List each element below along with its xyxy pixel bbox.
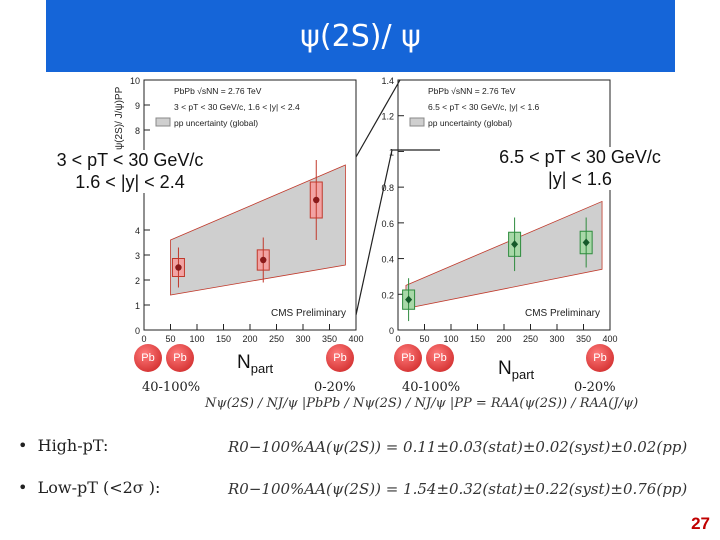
cms-preliminary-label: CMS Preliminary — [525, 308, 600, 319]
pb-nucleus-icon: Pb — [166, 344, 194, 372]
data-point — [313, 196, 320, 204]
data-point — [511, 240, 519, 249]
right-kinematic-label: 6.5 < pT < 30 GeV/c |y| < 1.6 — [470, 147, 690, 191]
x-tick-label: 350 — [576, 334, 591, 344]
y-tick-label: 0.8 — [381, 183, 394, 193]
legend-entry: PbPb √sNN = 2.76 TeV — [174, 86, 262, 96]
x-tick-label: 100 — [443, 334, 458, 344]
x-tick-label: 100 — [189, 334, 204, 344]
left-centrality-central: 0-20% — [314, 380, 356, 395]
npart-label-left: Npart — [237, 352, 274, 376]
x-tick-label: 250 — [523, 334, 538, 344]
legend-entry: 6.5 < pT < 30 GeV/c, |y| < 1.6 — [428, 102, 540, 112]
legend-entry: PbPb √sNN = 2.76 TeV — [428, 86, 516, 96]
legend-swatch — [409, 117, 425, 127]
cms-preliminary-label: CMS Preliminary — [271, 308, 346, 319]
right-centrality-central: 0-20% — [574, 380, 616, 395]
x-tick-label: 150 — [216, 334, 231, 344]
legend-entry: pp uncertainty (global) — [174, 118, 258, 128]
x-tick-label: 50 — [419, 334, 429, 344]
result-high-pt: R0−100%AA(ψ(2S)) = 0.11±0.03(stat)±0.02(… — [228, 438, 688, 456]
slide-title: ψ(2S)/ ψ — [46, 0, 675, 72]
x-tick-label: 200 — [242, 334, 257, 344]
data-point — [175, 264, 182, 271]
pb-nucleus-icon: Pb — [394, 344, 422, 372]
y-tick-label: 0 — [135, 326, 140, 336]
x-tick-label: 400 — [348, 334, 363, 344]
x-tick-label: 300 — [295, 334, 310, 344]
y-tick-label: 0 — [389, 326, 394, 336]
y-tick-label: 1 — [135, 301, 140, 311]
x-tick-label: 350 — [322, 334, 337, 344]
left-y-axis-label: (ψ(2S)/ J/ψ)PP — [114, 86, 125, 153]
pb-nucleus-icon: Pb — [426, 344, 454, 372]
y-tick-label: 3 — [135, 251, 140, 261]
connector-line-top — [355, 79, 401, 158]
data-point — [405, 295, 413, 304]
y-tick-label: 2 — [135, 276, 140, 286]
data-point — [582, 238, 590, 247]
pp-uncertainty-band — [170, 164, 346, 296]
y-tick-label: 8 — [135, 126, 140, 136]
x-tick-label: 150 — [470, 334, 485, 344]
left-kinematic-line1: 3 < pT < 30 GeV/c — [56, 150, 204, 170]
npart-label-right: Npart — [498, 358, 535, 382]
y-tick-label: 9 — [135, 101, 140, 111]
bullet-low-pt: • Low-pT (<2σ ): — [18, 478, 161, 497]
y-tick-label: 4 — [135, 226, 140, 236]
left-kinematic-label: 3 < pT < 30 GeV/c 1.6 < |y| < 2.4 — [30, 150, 230, 194]
y-tick-label: 0.6 — [381, 219, 394, 229]
x-tick-label: 250 — [269, 334, 284, 344]
x-tick-label: 300 — [549, 334, 564, 344]
right-plot: 00.20.40.60.811.21.405010015020025030035… — [381, 76, 617, 344]
data-point — [260, 256, 267, 264]
legend-entry: pp uncertainty (global) — [428, 118, 512, 128]
right-centrality-peripheral: 40-100% — [402, 380, 461, 395]
x-tick-label: 0 — [141, 334, 146, 344]
bullet-high-pt: • High-pT: — [18, 436, 109, 455]
y-tick-label: 10 — [130, 76, 140, 86]
right-kinematic-line1: 6.5 < pT < 30 GeV/c — [499, 147, 661, 167]
ratio-formula: Nψ(2S) / NJ/ψ |PbPb / Nψ(2S) / NJ/ψ |PP … — [205, 396, 639, 411]
left-centrality-peripheral: 40-100% — [142, 380, 201, 395]
y-tick-label: 0.4 — [381, 255, 394, 265]
x-tick-label: 400 — [602, 334, 617, 344]
page-number: 27 — [691, 514, 710, 533]
connector-line-bottom — [355, 149, 393, 316]
result-low-pt: R0−100%AA(ψ(2S)) = 1.54±0.32(stat)±0.22(… — [228, 480, 688, 498]
x-tick-label: 200 — [496, 334, 511, 344]
x-tick-label: 0 — [395, 334, 400, 344]
right-kinematic-line2: |y| < 1.6 — [548, 168, 612, 189]
pb-nucleus-icon: Pb — [326, 344, 354, 372]
x-tick-label: 50 — [165, 334, 175, 344]
y-tick-label: 1.2 — [381, 112, 394, 122]
pb-nucleus-icon: Pb — [586, 344, 614, 372]
pb-nucleus-icon: Pb — [134, 344, 162, 372]
left-kinematic-line2: 1.6 < |y| < 2.4 — [75, 171, 185, 192]
y-tick-label: 1.4 — [381, 76, 394, 86]
y-tick-label: 0.2 — [381, 290, 394, 300]
legend-entry: 3 < pT < 30 GeV/c, 1.6 < |y| < 2.4 — [174, 102, 300, 112]
legend-swatch — [155, 117, 171, 127]
